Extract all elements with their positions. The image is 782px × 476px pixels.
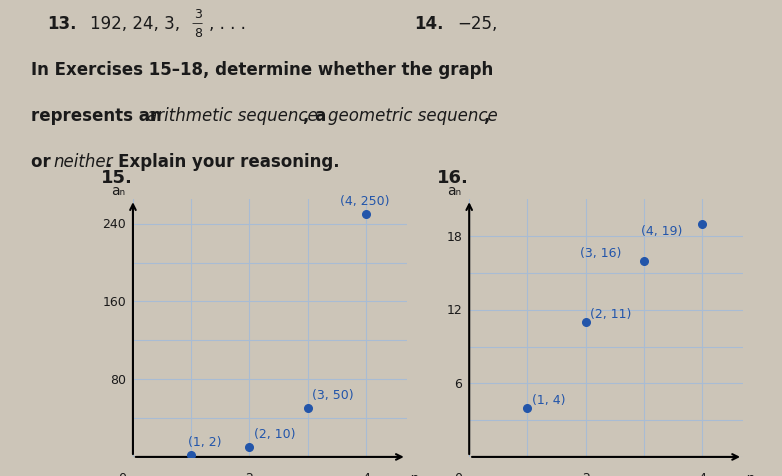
- Text: (4, 19): (4, 19): [641, 225, 683, 238]
- Text: 2: 2: [246, 471, 253, 476]
- Text: −25,: −25,: [457, 15, 498, 33]
- Text: 13.: 13.: [47, 15, 77, 33]
- Text: 240: 240: [102, 218, 126, 231]
- Text: 80: 80: [110, 373, 126, 386]
- Text: (2, 10): (2, 10): [254, 427, 296, 440]
- Text: 4: 4: [362, 471, 370, 476]
- Text: 0: 0: [118, 471, 126, 476]
- Text: (4, 250): (4, 250): [339, 194, 389, 207]
- Text: geometric sequence: geometric sequence: [328, 107, 498, 125]
- Text: (3, 16): (3, 16): [579, 246, 621, 259]
- Text: 16.: 16.: [437, 169, 469, 187]
- Text: , a: , a: [303, 107, 332, 125]
- Text: 14.: 14.: [414, 15, 444, 33]
- Text: represents an: represents an: [31, 107, 167, 125]
- Text: n: n: [746, 471, 755, 476]
- Text: 15.: 15.: [101, 169, 133, 187]
- Text: neither: neither: [53, 152, 113, 170]
- Text: (1, 4): (1, 4): [532, 393, 565, 406]
- Text: . Explain your reasoning.: . Explain your reasoning.: [106, 152, 339, 170]
- Text: aₙ: aₙ: [111, 183, 125, 198]
- Text: In Exercises 15–18, determine whether the graph: In Exercises 15–18, determine whether th…: [31, 61, 493, 79]
- Text: ,: ,: [483, 107, 490, 125]
- Text: 6: 6: [454, 377, 462, 390]
- Text: 3: 3: [194, 8, 202, 20]
- Text: (3, 50): (3, 50): [312, 388, 354, 401]
- Text: 4: 4: [698, 471, 706, 476]
- Text: 18: 18: [447, 230, 462, 243]
- Text: 160: 160: [102, 295, 126, 308]
- Text: n: n: [410, 471, 418, 476]
- Text: 8: 8: [194, 27, 202, 40]
- Text: 12: 12: [447, 304, 462, 317]
- Text: 192, 24, 3,: 192, 24, 3,: [90, 15, 180, 33]
- Text: —: —: [192, 18, 203, 28]
- Text: 2: 2: [582, 471, 590, 476]
- Text: (2, 11): (2, 11): [590, 307, 632, 320]
- Text: aₙ: aₙ: [447, 183, 461, 198]
- Text: arithmetic sequence: arithmetic sequence: [147, 107, 317, 125]
- Text: , . . .: , . . .: [209, 15, 246, 33]
- Text: (1, 2): (1, 2): [188, 435, 222, 448]
- Text: or: or: [31, 152, 57, 170]
- Text: 0: 0: [454, 471, 462, 476]
